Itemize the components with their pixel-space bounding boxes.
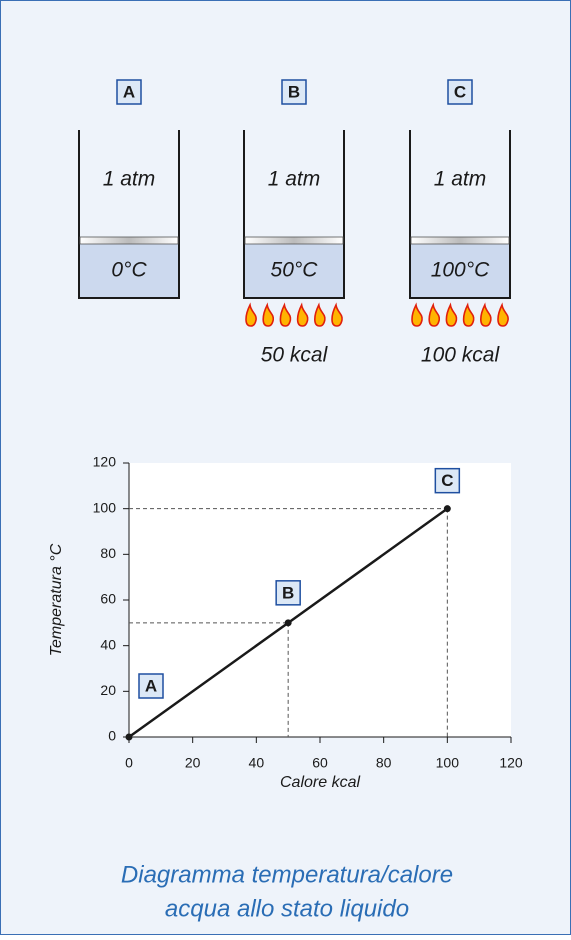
caption: acqua allo stato liquido (165, 895, 409, 922)
y-tick-label: 0 (108, 728, 116, 744)
label: A (123, 82, 135, 101)
pressure: 1 atm (268, 168, 321, 191)
temperature: 0°C (111, 259, 147, 282)
temperature: 50°C (271, 259, 319, 282)
piston (80, 237, 178, 244)
x-tick-label: 40 (249, 755, 265, 771)
point (126, 734, 133, 741)
pressure: 1 atm (103, 168, 156, 191)
label: A (145, 676, 157, 695)
heat: 100 kcal (421, 344, 501, 367)
pressure: 1 atm (434, 168, 487, 191)
x-tick-label: 20 (185, 755, 201, 771)
page: Diagramma temperatura/calore acqua allo … (0, 0, 571, 935)
y-tick-label: 120 (93, 454, 117, 470)
piston (411, 237, 509, 244)
label: B (288, 82, 300, 101)
x-tick-label: 100 (436, 755, 460, 771)
y-tick-label: 100 (93, 499, 117, 515)
caption: Diagramma temperatura/calore (121, 861, 453, 888)
y-axis-label: Temperatura °C (48, 543, 65, 656)
piston (245, 237, 343, 244)
point (444, 505, 451, 512)
temperature: 100°C (431, 259, 490, 282)
label: C (454, 82, 466, 101)
x-tick-label: 60 (312, 755, 328, 771)
label: C (441, 471, 453, 490)
y-tick-label: 40 (100, 636, 116, 652)
label: B (282, 583, 294, 602)
x-tick-label: 0 (125, 755, 133, 771)
point (285, 619, 292, 626)
y-tick-label: 80 (100, 545, 116, 561)
y-tick-label: 20 (100, 682, 116, 698)
heat: 50 kcal (261, 344, 329, 367)
x-tick-label: 120 (499, 755, 523, 771)
x-axis-label: Calore kcal (280, 774, 360, 791)
y-tick-label: 60 (100, 591, 116, 607)
x-tick-label: 80 (376, 755, 392, 771)
